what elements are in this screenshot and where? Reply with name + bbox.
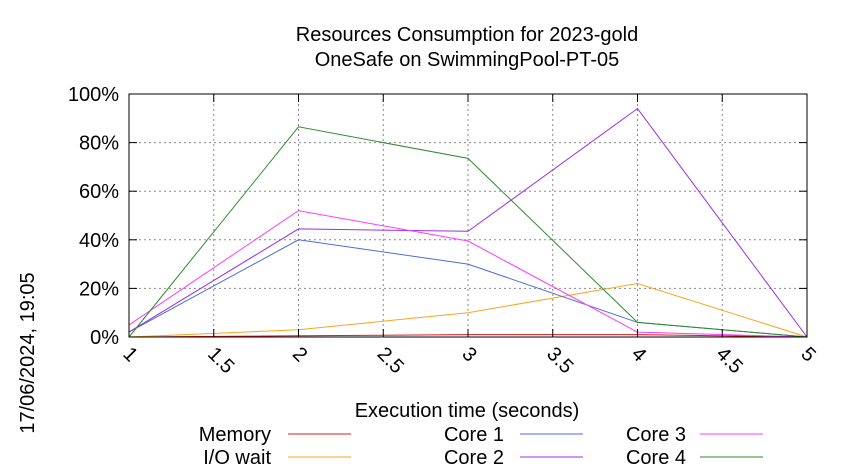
legend-label: Core 2 — [444, 447, 504, 469]
x-axis-label: Execution time (seconds) — [355, 400, 580, 422]
y-tick-label: 60% — [79, 181, 119, 203]
x-tick-label: 4.5 — [712, 343, 747, 378]
y-tick-label: 80% — [79, 133, 119, 155]
grid — [129, 94, 807, 337]
x-tick-label: 2 — [288, 343, 311, 366]
x-tick-label: 1 — [118, 343, 141, 366]
x-tick-label: 5 — [796, 343, 819, 366]
x-tick-label: 4 — [627, 343, 650, 366]
x-tick-label: 3.5 — [542, 343, 577, 378]
series-line-core-4 — [128, 126, 808, 338]
series-line-core-3 — [128, 210, 808, 338]
legend-label: Core 3 — [626, 424, 686, 446]
y-tick-label: 20% — [79, 278, 119, 300]
legend-label: I/O wait — [203, 447, 271, 469]
x-tick-label: 1.5 — [203, 343, 238, 378]
y-tick-label: 100% — [68, 84, 119, 106]
legend-label: Memory — [199, 424, 271, 446]
chart-title-line-2: OneSafe on SwimmingPool-PT-05 — [315, 49, 620, 71]
legend-label: Core 1 — [444, 424, 504, 446]
x-tick-label: 2.5 — [373, 343, 408, 378]
y-tick-label: 0% — [90, 327, 119, 349]
y-tick-label: 40% — [79, 230, 119, 252]
timestamp: 17/06/2024, 19:05 — [17, 272, 39, 433]
legend-label: Core 4 — [626, 447, 686, 469]
x-tick-label: 3 — [457, 343, 480, 366]
chart-title-line-1: Resources Consumption for 2023-gold — [296, 24, 638, 46]
series-line-i-o-wait — [128, 282, 808, 338]
y-axis: 0% 20% 40% 60% 80% 100% — [68, 84, 807, 349]
series-line-core-2 — [128, 107, 808, 338]
